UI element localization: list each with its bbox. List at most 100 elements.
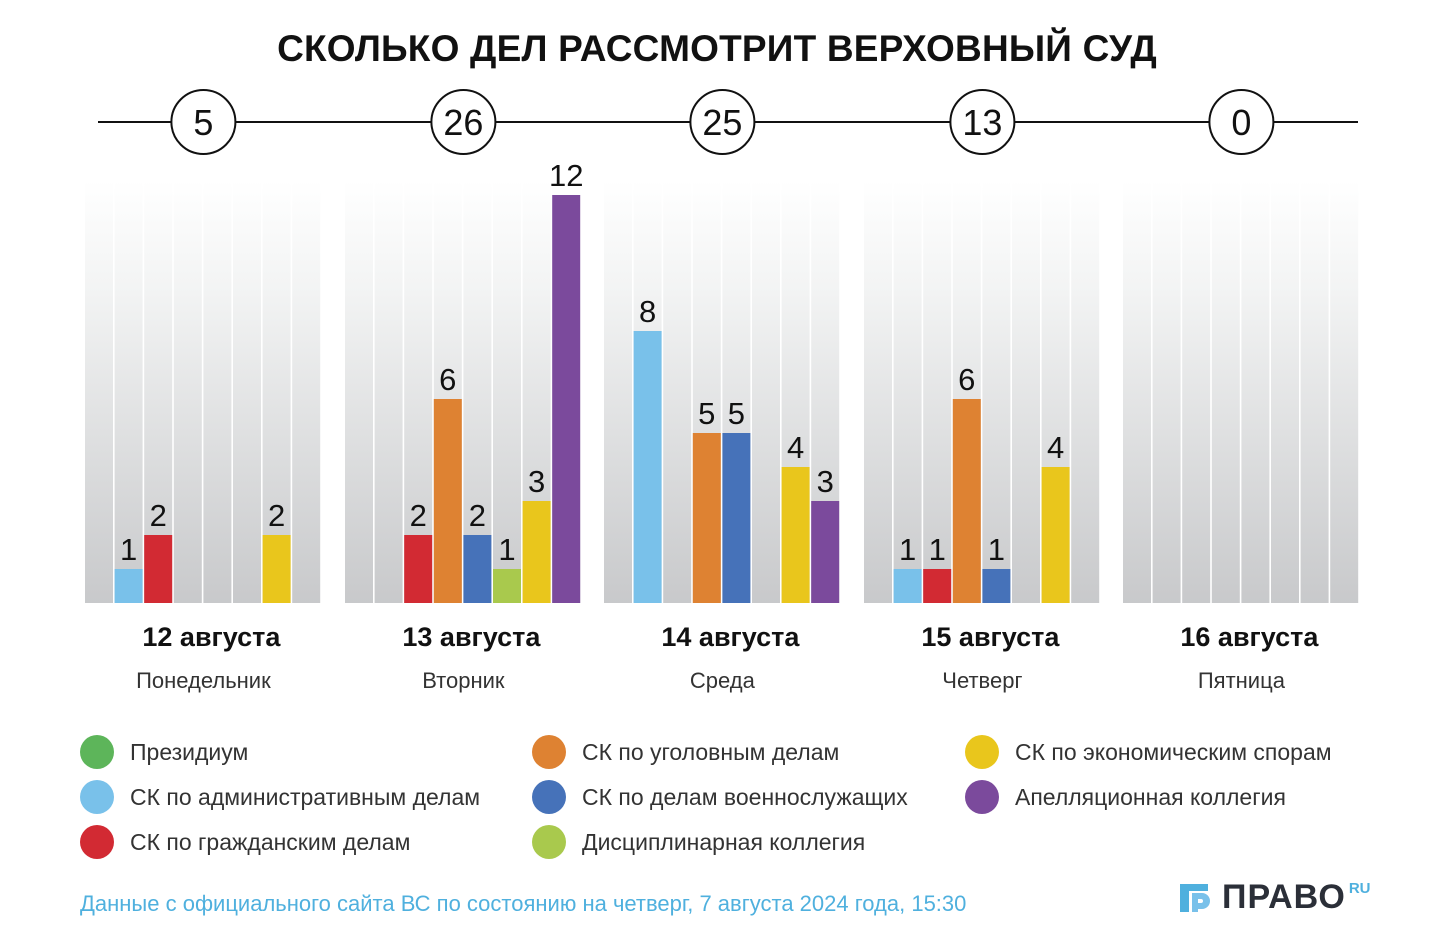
legend-item: СК по уголовным делам: [532, 735, 839, 769]
day-total-circle: [170, 89, 237, 155]
bar-value-label: 3: [528, 464, 545, 499]
legend-label: Апелляционная коллегия: [1015, 783, 1286, 810]
day-weekday-label: Понедельник: [136, 668, 271, 693]
column-background: [604, 180, 632, 603]
bar-value-label: 2: [150, 498, 167, 533]
bar-value-label: 5: [698, 396, 715, 431]
bar: [144, 535, 173, 603]
day-total-label: 13: [962, 102, 1002, 143]
bar: [923, 569, 952, 603]
bar: [633, 331, 662, 603]
legend-label: СК по делам военнослужащих: [582, 783, 908, 810]
column-background: [374, 180, 403, 603]
column-background: [1123, 180, 1151, 603]
column-background: [893, 180, 922, 603]
legend-label: Президиум: [130, 738, 249, 765]
legend-color-dot: [80, 780, 114, 814]
column-background: [1152, 180, 1181, 603]
bar-value-label: 1: [120, 532, 137, 567]
day-date-label: 12 августа: [142, 622, 281, 652]
column-background: [493, 180, 521, 603]
legend-label: СК по экономическим спорам: [1015, 738, 1332, 765]
column-background: [1330, 180, 1359, 603]
column-background: [1182, 180, 1211, 603]
bar: [493, 569, 521, 603]
column-background: [262, 180, 291, 603]
bar: [404, 535, 433, 603]
bar-value-label: 4: [1047, 430, 1064, 465]
logo-text: ПРАВО: [1222, 878, 1346, 916]
column-background: [404, 180, 433, 603]
bar: [522, 501, 551, 603]
legend-item: СК по экономическим спорам: [965, 735, 1332, 769]
day-total-circle: [430, 89, 497, 155]
day-weekday-label: Вторник: [422, 668, 505, 693]
column-background: [1071, 180, 1100, 603]
bar: [781, 467, 810, 603]
legend-color-dot: [965, 780, 999, 814]
day-date-label: 16 августа: [1180, 622, 1319, 652]
day-weekday-label: Четверг: [942, 668, 1022, 693]
legend-item: Дисциплинарная коллегия: [532, 825, 865, 859]
day-total-label: 5: [193, 102, 213, 143]
bar: [1041, 467, 1070, 603]
column-background: [203, 180, 232, 603]
legend-item: Апелляционная коллегия: [965, 780, 1286, 814]
logo: ПРАВО RU: [1180, 878, 1371, 917]
bar: [811, 501, 840, 603]
column-background: [173, 180, 202, 603]
legend-color-dot: [80, 735, 114, 769]
column-background: [1241, 180, 1270, 603]
column-background: [1211, 180, 1240, 603]
logo-suffix: RU: [1348, 880, 1371, 897]
bar: [262, 535, 291, 603]
pravo-logo-icon: [1180, 884, 1210, 912]
legend-color-dot: [532, 735, 566, 769]
bar: [433, 399, 462, 603]
column-background: [1012, 180, 1040, 603]
column-background: [1300, 180, 1329, 603]
bar-value-label: 1: [899, 532, 916, 567]
legend-label: СК по административным делам: [130, 783, 481, 810]
legend-label: СК по гражданским делам: [130, 828, 411, 855]
day-weekday-label: Среда: [690, 668, 756, 693]
legend-color-dot: [965, 735, 999, 769]
bar: [692, 433, 721, 603]
legend-item: СК по делам военнослужащих: [532, 780, 908, 814]
column-background: [752, 180, 780, 603]
day-date-label: 13 августа: [402, 622, 541, 652]
day-total-circle: [1208, 89, 1275, 155]
day-total-circle: [949, 89, 1016, 155]
day-weekday-label: Пятница: [1198, 668, 1286, 693]
column-background: [114, 180, 143, 603]
bar-value-label: 8: [639, 294, 656, 329]
bar-value-label: 2: [410, 498, 427, 533]
bar-chart: 5 26 25 13 0 12 212 августаПонедельник2621312…: [85, 89, 1359, 693]
column-background: [923, 180, 952, 603]
bar-value-label: 1: [988, 532, 1005, 567]
source-note: Данные с официального сайта ВС по состоя…: [80, 891, 967, 916]
bar-value-label: 2: [469, 498, 486, 533]
legend-label: СК по уголовным делам: [582, 738, 840, 765]
bar-value-label: 1: [498, 532, 515, 567]
bar: [552, 195, 581, 603]
day-date-label: 15 августа: [921, 622, 1060, 652]
legend-label: Дисциплинарная коллегия: [582, 828, 866, 855]
legend-item: СК по гражданским делам: [80, 825, 410, 859]
day-date-label: 14 августа: [661, 622, 800, 652]
bar: [722, 433, 751, 603]
bar: [893, 569, 922, 603]
column-background: [1271, 180, 1299, 603]
column-background: [663, 180, 692, 603]
legend-color-dot: [80, 825, 114, 859]
chart-title: СКОЛЬКО ДЕЛ РАССМОТРИТ ВЕРХОВНЫЙ СУД: [277, 28, 1157, 69]
day-total-label: 0: [1231, 102, 1251, 143]
bar: [952, 399, 981, 603]
bar-value-label: 12: [549, 158, 583, 193]
legend-item: Президиум: [80, 735, 248, 769]
bar-value-label: 6: [439, 362, 456, 397]
bar: [463, 535, 492, 603]
legend-color-dot: [532, 825, 566, 859]
bar-value-label: 5: [728, 396, 745, 431]
bar-value-label: 6: [958, 362, 975, 397]
